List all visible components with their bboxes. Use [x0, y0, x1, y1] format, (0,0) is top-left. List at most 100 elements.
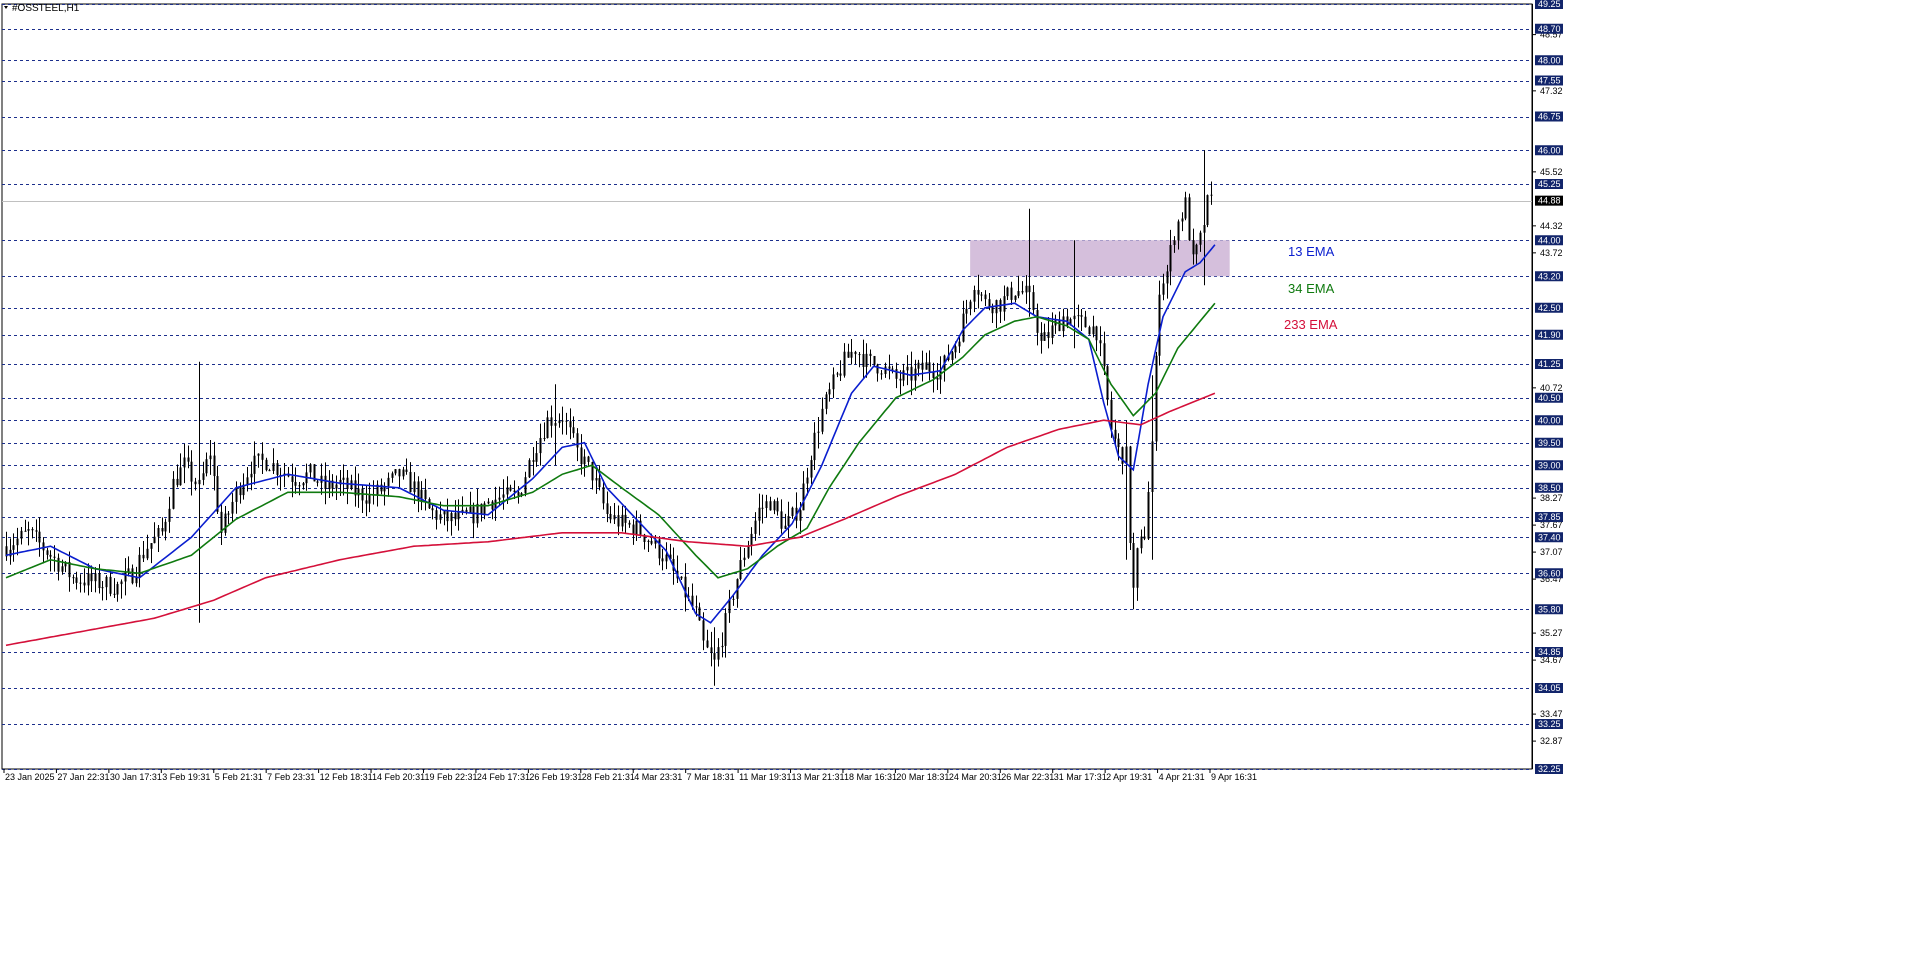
horizontal-price-levels — [1, 3, 1533, 770]
price-level-label: 46.00 — [1538, 145, 1561, 155]
price-level-label: 32.25 — [1538, 764, 1561, 774]
price-level-badge — [1535, 460, 1563, 471]
candle-body — [684, 576, 687, 598]
candle-body — [24, 530, 27, 532]
candle-body — [862, 354, 865, 367]
candle-body — [613, 515, 616, 520]
time-tick-label: 4 Apr 21:31 — [1159, 772, 1205, 782]
candle-body — [747, 545, 750, 558]
candle-body — [980, 294, 983, 296]
candle-body — [509, 487, 512, 491]
candle-body — [1121, 447, 1124, 464]
price-tick-label: 34.67 — [1540, 655, 1563, 665]
candle-body — [1014, 295, 1017, 300]
candle-body — [253, 455, 256, 474]
candle-body — [402, 469, 405, 477]
candle-body — [105, 576, 108, 588]
current-price-badge — [1535, 195, 1563, 206]
symbol-header[interactable]: #OSSTEEL,H1 — [4, 3, 80, 14]
candle-body — [387, 477, 390, 486]
candle-body — [702, 620, 705, 641]
candle-body — [1210, 194, 1213, 196]
candle-body — [799, 510, 802, 521]
candle-body — [283, 473, 286, 475]
candle-body — [1092, 326, 1095, 335]
price-axis: 48.57 47.32 45.52 44.32 43.72 40.72 38.27 37.67… — [1532, 0, 1563, 774]
candle-body — [639, 520, 642, 535]
candle-body — [265, 459, 268, 471]
price-level-badge — [1535, 235, 1563, 246]
candle-body — [27, 529, 30, 531]
price-level-label: 44.00 — [1538, 235, 1561, 245]
candle-body — [443, 511, 446, 515]
candle-body — [839, 373, 842, 376]
candle-body — [246, 477, 249, 485]
candle-body — [1140, 536, 1143, 549]
price-tick-label: 44.32 — [1540, 221, 1563, 231]
candle-body — [157, 528, 160, 537]
price-level-badge — [1535, 568, 1563, 579]
price-level-badge — [1535, 415, 1563, 426]
candle-body — [342, 477, 345, 480]
time-tick-label: 31 Mar 17:31 — [1054, 772, 1107, 782]
candle-body — [761, 507, 764, 509]
candle-body — [469, 506, 472, 513]
candle-body — [569, 421, 572, 428]
candle-body — [435, 510, 438, 520]
candle-body — [368, 494, 371, 504]
candle-body — [164, 521, 167, 532]
candle-body — [661, 558, 664, 562]
candle-body — [324, 475, 327, 490]
candle-body — [873, 355, 876, 365]
candle-body — [127, 568, 130, 573]
candle-body — [836, 373, 839, 375]
price-level-label: 46.75 — [1538, 112, 1561, 122]
candle-body — [190, 461, 193, 482]
candle-body — [79, 582, 82, 584]
candle-body — [328, 480, 331, 490]
candle-body — [710, 647, 713, 654]
candle-body — [850, 351, 853, 358]
candle-body — [483, 503, 486, 515]
candle-body — [487, 501, 490, 504]
candle-body — [202, 473, 205, 480]
time-tick-label: 23 Jan 2025 — [5, 772, 55, 782]
candle-body — [724, 613, 727, 646]
price-level-badge — [1535, 55, 1563, 66]
candle-body — [12, 545, 15, 550]
price-level-badge — [1535, 179, 1563, 189]
price-level-label: 42.50 — [1538, 303, 1561, 313]
price-level-label: 39.00 — [1538, 460, 1561, 470]
price-tick-label: 43.72 — [1540, 248, 1563, 258]
time-axis: 23 Jan 2025 27 Jan 22:31 30 Jan 17:31 3 Feb… — [3, 769, 1257, 782]
price-level-badge — [1535, 647, 1563, 657]
candle-body — [420, 489, 423, 501]
candle-body — [1166, 271, 1169, 284]
candle-body — [591, 461, 594, 481]
candle-body — [680, 576, 683, 579]
chevron-down-icon[interactable] — [4, 6, 8, 9]
price-tick-label: 37.07 — [1540, 547, 1563, 557]
candle-body — [787, 516, 790, 526]
candle-body — [821, 408, 824, 432]
candle-body — [150, 543, 153, 549]
candle-body — [650, 540, 653, 544]
candle-body — [658, 539, 661, 559]
candle-body — [257, 453, 260, 456]
candle-body — [405, 469, 408, 472]
candle-body — [1062, 316, 1065, 332]
candle-body — [1151, 441, 1154, 492]
candle-body — [1110, 399, 1113, 430]
candle-body — [632, 524, 635, 535]
candle-body — [1155, 355, 1158, 442]
price-level-label: 34.05 — [1538, 683, 1561, 693]
candle-body — [546, 417, 549, 439]
candle-body — [558, 420, 561, 424]
candle-body — [576, 433, 579, 448]
time-tick-label: 13 Mar 21:31 — [792, 772, 845, 782]
candle-body — [528, 460, 531, 478]
candle-body — [491, 501, 494, 510]
candle-body — [550, 417, 553, 426]
candle-body — [398, 469, 401, 477]
candle-body — [391, 473, 394, 478]
